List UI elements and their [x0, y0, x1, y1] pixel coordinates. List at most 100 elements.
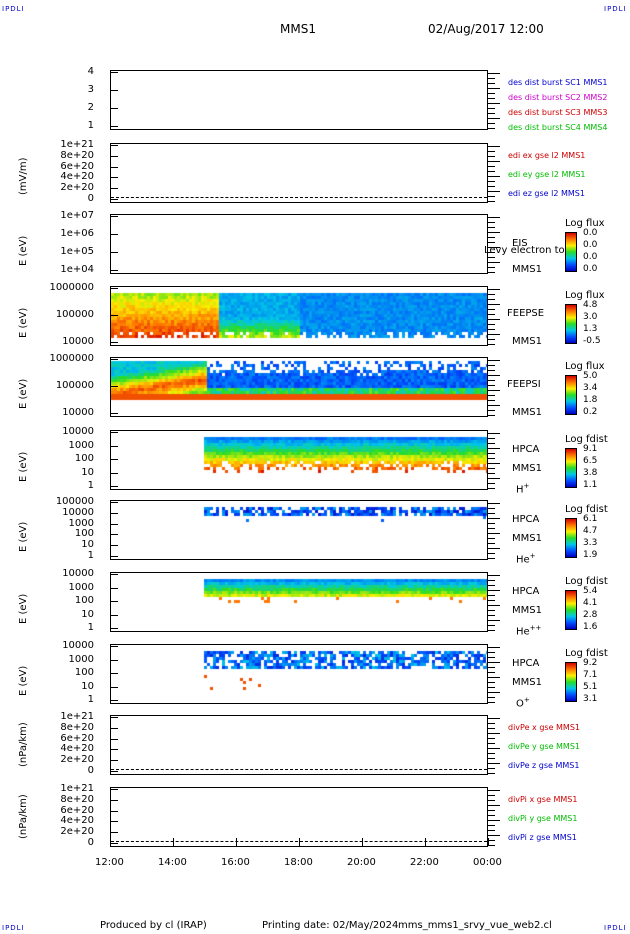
y-tick-label: 8e+20 [60, 721, 94, 733]
right-tick-mark [488, 743, 495, 744]
colorbar-tick-label: 1.1 [583, 480, 598, 490]
y-tick-mark [110, 614, 118, 616]
zero-line [111, 197, 487, 198]
right-tick-mark [488, 242, 495, 243]
right-tick-mark [488, 672, 495, 673]
right-tick-mark [488, 518, 500, 519]
right-tick-mark [488, 523, 495, 524]
right-tick-mark [488, 433, 500, 434]
colorbar-tick-label: 0.0 [583, 228, 598, 238]
colorbar-tick-label: 2.8 [583, 610, 598, 620]
series-legend-entry: des dist burst SC2 MMS2 [508, 93, 608, 102]
x-tick-label: 14:00 [158, 857, 187, 868]
spacecraft-label: MMS1 [512, 264, 542, 275]
right-tick-mark [488, 191, 500, 192]
plot-panel-p6 [110, 430, 488, 490]
x-tick-label: 16:00 [221, 857, 250, 868]
right-tick-mark [488, 805, 500, 806]
y-tick-label: 10000 [62, 506, 94, 518]
right-tick-mark [488, 171, 495, 172]
colorbar-tick-label: 3.4 [583, 383, 598, 393]
series-legend-entry: edi ey gse l2 MMS1 [508, 170, 586, 179]
y-tick-mark [110, 502, 118, 503]
species-charge: + [529, 552, 536, 560]
mission-title: MMS1 [280, 22, 316, 36]
instrument-label: HPCA [512, 658, 540, 669]
right-tick-mark [488, 128, 495, 129]
colorbar-tick-label: 3.3 [583, 538, 598, 548]
plot-panel-p5 [110, 357, 488, 417]
spacecraft-label: MMS1 [512, 407, 542, 418]
plot-panel-p4 [110, 286, 488, 346]
right-tick-mark [488, 677, 500, 678]
y-tick-label: 8e+20 [60, 793, 94, 805]
y-tick-mark [110, 386, 118, 387]
y-tick-label: 0 [87, 837, 94, 848]
right-tick-mark [488, 575, 500, 576]
right-tick-mark [488, 468, 495, 469]
right-tick-mark [488, 718, 500, 719]
right-tick-mark [488, 344, 495, 345]
y-tick-label: 4e+20 [60, 171, 94, 183]
y-axis-label: E (eV) [18, 665, 29, 696]
colorbar-tick-label: 6.5 [583, 456, 598, 466]
spacecraft-label: MMS1 [512, 463, 542, 474]
species-symbol: He [516, 554, 530, 566]
right-tick-mark [488, 585, 495, 586]
right-tick-mark [488, 365, 495, 366]
x-tick-label: 00:00 [473, 857, 502, 868]
y-tick-mark [110, 216, 118, 217]
y-tick-label: 1 [87, 550, 94, 561]
right-tick-mark [488, 252, 495, 253]
y-tick-mark [110, 72, 118, 73]
right-tick-mark [488, 151, 495, 152]
y-tick-mark [110, 359, 118, 360]
colorbar-tick-label: 3.1 [583, 694, 598, 704]
series-legend-entry: divPe z gse MMS1 [508, 761, 580, 770]
right-tick-mark [488, 692, 500, 693]
y-tick-mark [110, 342, 118, 343]
plot-panel-p7 [110, 500, 488, 560]
right-tick-mark [488, 528, 495, 529]
colorbar [565, 375, 577, 415]
instrument-label: FEEPSI [507, 379, 541, 390]
right-tick-mark [488, 443, 495, 444]
plot-panel-p3 [110, 214, 488, 274]
colorbar-tick-label: 1.9 [583, 550, 598, 560]
y-tick-label: 6e+20 [60, 804, 94, 816]
spacecraft-label: MMS1 [512, 533, 542, 544]
x-tick-label: 22:00 [410, 857, 439, 868]
right-tick-mark [488, 768, 495, 769]
right-tick-mark [488, 405, 500, 406]
plot-panel-p11 [110, 787, 488, 847]
right-tick-mark [488, 702, 495, 703]
right-tick-mark [488, 329, 495, 330]
right-tick-mark [488, 595, 495, 596]
right-tick-mark [488, 652, 495, 653]
y-tick-label: 1000000 [49, 353, 94, 364]
y-axis-label: (nPa/km) [18, 794, 29, 839]
y-tick-label: 1 [87, 480, 94, 491]
y-tick-label: 2e+20 [60, 754, 94, 766]
right-tick-mark [488, 176, 500, 177]
right-tick-mark [488, 748, 500, 749]
right-tick-mark [488, 538, 495, 539]
colorbar-title: Log fdist [565, 576, 608, 587]
right-tick-mark [488, 830, 495, 831]
series-legend-entry: divPe y gse MMS1 [508, 742, 580, 751]
right-tick-mark [488, 763, 500, 764]
right-tick-mark [488, 196, 495, 197]
right-tick-mark [488, 667, 495, 668]
right-tick-mark [488, 553, 495, 554]
x-tick-mark [173, 838, 174, 846]
y-tick-mark [110, 315, 118, 316]
colorbar-title: Log fdist [565, 434, 608, 445]
right-tick-mark [488, 272, 495, 273]
colorbar-tick-label: 4.8 [583, 300, 598, 310]
y-tick-mark [110, 646, 118, 647]
right-tick-mark [488, 758, 495, 759]
y-tick-label: 6e+20 [60, 160, 94, 172]
y-tick-label: 1 [87, 622, 94, 633]
right-tick-mark [488, 697, 495, 698]
y-tick-label: 100000 [55, 380, 94, 391]
